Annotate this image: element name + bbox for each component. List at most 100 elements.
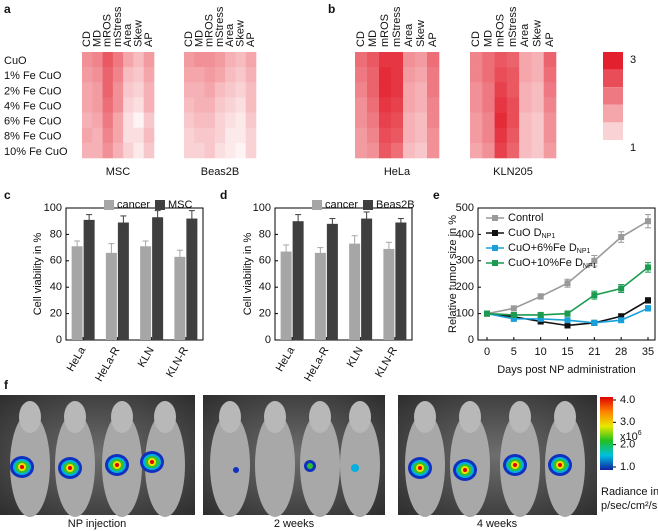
legend-swatch bbox=[363, 200, 373, 210]
heat-cell bbox=[519, 127, 532, 144]
heat-cell bbox=[482, 97, 495, 113]
heat-cell bbox=[355, 97, 368, 113]
bar bbox=[174, 256, 186, 340]
heat-cell bbox=[391, 52, 404, 68]
heat-cell bbox=[214, 52, 226, 68]
heat-cell bbox=[204, 67, 216, 83]
heat-cell bbox=[123, 97, 134, 113]
heat-cell bbox=[245, 67, 257, 83]
photos bbox=[0, 395, 613, 517]
y-axis-label: Relative tumor size in % bbox=[447, 215, 459, 333]
heat-cell bbox=[494, 112, 508, 129]
column-label: Skew bbox=[531, 20, 543, 47]
heat-cell bbox=[245, 142, 257, 159]
colorbar-multiplier: x106 bbox=[620, 430, 642, 443]
y-tick-label: 40 bbox=[50, 281, 62, 293]
legend-swatch bbox=[104, 200, 114, 210]
heat-cell bbox=[506, 52, 520, 68]
text-part: NP1 bbox=[583, 263, 597, 270]
heat-cell bbox=[355, 112, 368, 129]
x-tick-label: 15 bbox=[561, 346, 573, 358]
heat-cell bbox=[470, 67, 483, 83]
colorbar-step bbox=[603, 87, 623, 105]
heat-cell bbox=[415, 52, 428, 68]
heat-cell bbox=[531, 142, 545, 159]
colorbar-tick-label: 1 bbox=[630, 142, 636, 154]
colorbar-title: Radiance in bbox=[601, 486, 658, 498]
y-tick-label: 40 bbox=[259, 281, 271, 293]
y-tick-label: 100 bbox=[44, 202, 62, 214]
heat-cell bbox=[204, 82, 216, 98]
heat-cell bbox=[367, 67, 380, 83]
heat-cell bbox=[184, 142, 195, 159]
heat-cell bbox=[470, 97, 483, 113]
heat-cell bbox=[194, 97, 205, 113]
column-label: mROS bbox=[495, 14, 507, 47]
heat-cell bbox=[225, 127, 236, 144]
heat-cell bbox=[112, 97, 124, 113]
heat-cell bbox=[531, 52, 545, 68]
heat-cell bbox=[92, 127, 103, 144]
heat-cell bbox=[494, 67, 508, 83]
panel-label: c bbox=[4, 188, 11, 202]
heat-cell bbox=[214, 67, 226, 83]
heat-cell bbox=[427, 127, 440, 144]
column-label: Skew bbox=[234, 20, 246, 47]
point bbox=[510, 315, 517, 322]
bar bbox=[292, 221, 304, 340]
legend-label: cancer bbox=[117, 199, 150, 211]
heat-cell bbox=[245, 97, 257, 113]
point bbox=[484, 310, 490, 317]
x-tick-label: HeLa-R bbox=[302, 345, 331, 384]
heat-cell bbox=[184, 112, 195, 129]
column-label: CD bbox=[355, 31, 367, 47]
heat-cell bbox=[82, 82, 93, 98]
text-part: x10 bbox=[620, 431, 638, 443]
heat-cell bbox=[367, 142, 380, 159]
heat-cell bbox=[391, 82, 404, 98]
colorbar-step bbox=[603, 140, 623, 158]
heat-cell bbox=[427, 67, 440, 83]
heat-cell bbox=[482, 142, 495, 159]
column-label: Skew bbox=[132, 20, 144, 47]
heat-cell bbox=[415, 142, 428, 159]
point bbox=[564, 317, 571, 324]
heat-cell bbox=[245, 112, 257, 129]
column-label: AP bbox=[427, 32, 439, 47]
plot-frame bbox=[477, 207, 656, 341]
colorbar-step bbox=[603, 52, 623, 70]
heat-cell bbox=[470, 112, 483, 129]
colorbar-tick-label: 1.0 bbox=[620, 461, 635, 473]
point bbox=[645, 218, 651, 225]
heat-cell bbox=[123, 127, 134, 144]
heat-cell bbox=[92, 112, 103, 129]
column-label: MD bbox=[193, 30, 205, 47]
heat-cell bbox=[133, 82, 145, 98]
column-label: AP bbox=[544, 32, 556, 47]
heat-cell bbox=[214, 97, 226, 113]
heat-cell bbox=[367, 52, 380, 68]
heat-cell bbox=[519, 82, 532, 98]
heat-cell bbox=[123, 142, 134, 159]
colorbar-tick-label: 3 bbox=[630, 54, 636, 66]
point bbox=[564, 310, 571, 317]
heat-cell bbox=[482, 67, 495, 83]
heat-cell bbox=[143, 52, 155, 68]
heat-cell bbox=[403, 97, 416, 113]
heat-cell bbox=[194, 112, 205, 129]
heat-cell bbox=[403, 142, 416, 159]
plot-frame bbox=[274, 207, 413, 341]
colorbar-tick-label: 2.0 bbox=[620, 439, 635, 451]
column-label: mROS bbox=[379, 14, 391, 47]
heat-cell bbox=[403, 52, 416, 68]
heat-cell bbox=[214, 142, 226, 159]
heat-cell bbox=[225, 97, 236, 113]
heat-cell bbox=[92, 67, 103, 83]
heat-cell bbox=[184, 97, 195, 113]
heat-cell bbox=[494, 82, 508, 98]
heat-cell bbox=[214, 127, 226, 144]
bar bbox=[152, 217, 164, 340]
bar bbox=[105, 252, 117, 340]
bar bbox=[314, 252, 326, 340]
heatmap-name: Beas2B bbox=[201, 166, 240, 178]
